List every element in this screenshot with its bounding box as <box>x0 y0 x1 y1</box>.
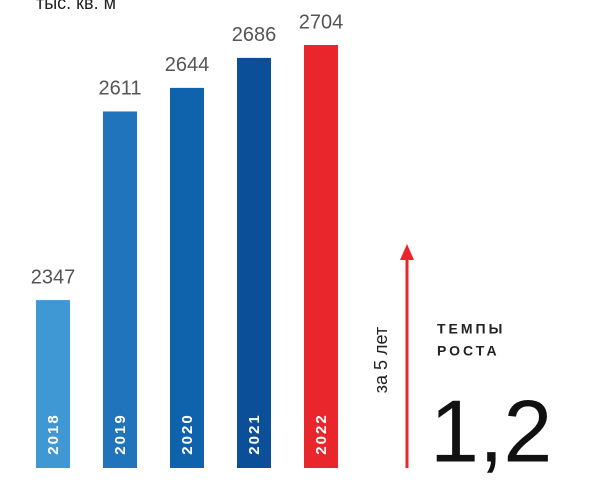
category-label: 2022 <box>313 413 330 454</box>
value-label: 2347 <box>31 266 76 288</box>
growth-arrow-head <box>400 244 414 260</box>
bar <box>103 111 137 469</box>
growth-value: 1,2 <box>430 381 552 480</box>
bar <box>170 87 204 468</box>
value-label: 2644 <box>165 54 210 76</box>
unit-label: тыс. кв. м <box>36 0 116 13</box>
category-label: 2019 <box>112 413 129 454</box>
value-label: 2686 <box>232 24 277 46</box>
category-label: 2020 <box>179 413 196 454</box>
bar <box>304 45 338 469</box>
category-label: 2021 <box>246 413 263 454</box>
growth-title: РОСТА <box>437 343 500 359</box>
value-label: 2704 <box>299 11 344 33</box>
growth-period: за 5 лет <box>371 327 391 393</box>
category-label: 2018 <box>45 413 62 454</box>
bar <box>237 57 271 468</box>
bar <box>36 300 70 468</box>
growth-title: ТЕМПЫ <box>437 321 505 337</box>
value-label: 2611 <box>98 78 141 100</box>
